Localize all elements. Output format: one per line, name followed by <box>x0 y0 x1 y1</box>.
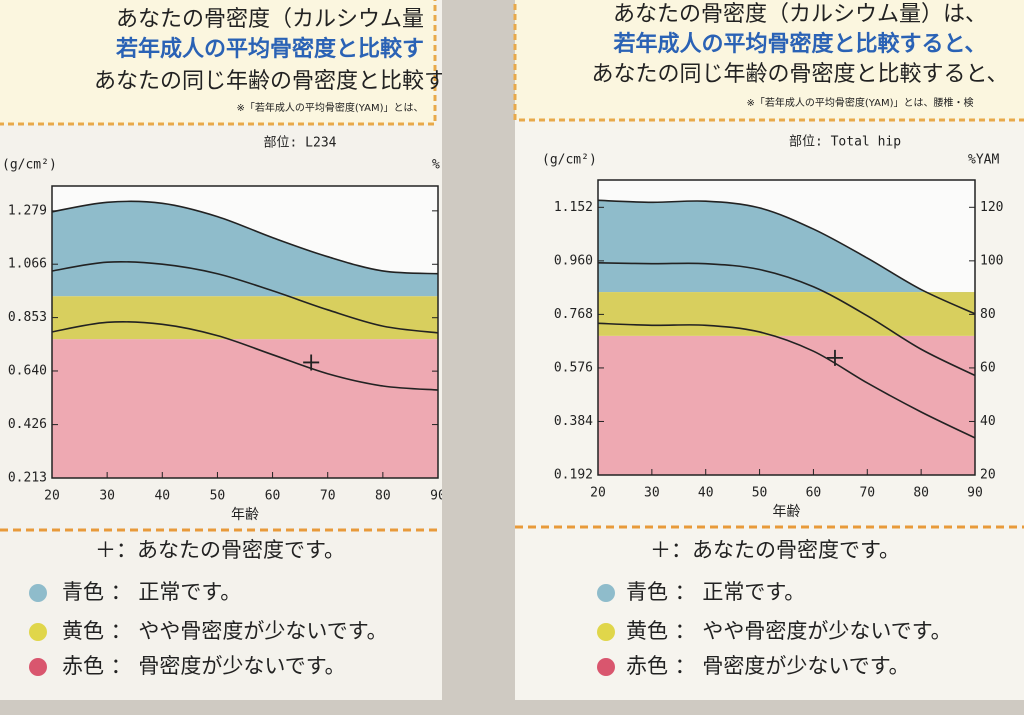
y2-axis-label: %YAM <box>968 153 999 168</box>
curve <box>51 321 439 391</box>
header-line: あなたの骨密度（カルシウム量）は、 <box>613 2 987 27</box>
curve <box>51 200 439 275</box>
curve <box>51 260 439 334</box>
x-tick-label: 40 <box>154 489 170 504</box>
y-tick-label: 0.384 <box>554 414 593 429</box>
report-right: あなたの骨密度（カルシウム量）は、若年成人の平均骨密度と比較すると、あなたの同じ… <box>542 2 1009 678</box>
x-tick-label: 30 <box>644 486 660 501</box>
x-tick-label: 70 <box>859 486 875 501</box>
site-label: 部位: L234 <box>264 136 337 151</box>
y2-tick-label: 20 <box>443 471 459 486</box>
patient-marker <box>826 349 843 366</box>
legend-label: 赤色 ： 骨密度が少ないです。 <box>626 654 910 678</box>
y-tick-label: 0.640 <box>8 363 47 378</box>
y2-tick-label: 60 <box>443 364 459 379</box>
legend-marker: ＋：あなたの骨密度です。 <box>95 538 345 562</box>
header-note: ※「若年成人の平均骨密度(YAM)」とは、 <box>237 101 424 114</box>
y-tick-label: 1.066 <box>8 257 47 272</box>
legend-label: 黄色 ： やや骨密度が少ないです。 <box>626 619 952 643</box>
band <box>598 335 975 475</box>
x-tick-label: 40 <box>698 486 714 501</box>
header-line: あなたの骨密度（カルシウム量 <box>116 7 424 32</box>
header-line: 若年成人の平均骨密度と比較す <box>116 36 424 62</box>
header-line: 若年成人の平均骨密度と比較すると、 <box>613 31 986 57</box>
x-tick-label: 70 <box>320 489 336 504</box>
x-tick-label: 30 <box>99 489 115 504</box>
band <box>52 339 438 478</box>
band <box>52 296 438 340</box>
x-axis-label: 年齢 <box>231 507 259 523</box>
y2-tick-label: 40 <box>443 417 459 432</box>
x-tick-label: 60 <box>265 489 281 504</box>
header-box <box>513 0 1024 122</box>
x-axis-label: 年齢 <box>773 504 801 520</box>
y-tick-label: 0.576 <box>554 360 593 375</box>
x-tick-label: 20 <box>44 489 60 504</box>
y-tick-label: 0.213 <box>8 471 47 486</box>
plot-frame <box>597 179 976 476</box>
legend-dot <box>29 658 47 676</box>
y2-tick-label: 80 <box>443 310 459 325</box>
patient-marker <box>303 354 320 371</box>
legend-marker: ＋：あなたの骨密度です。 <box>650 538 900 562</box>
curve <box>597 322 976 439</box>
x-tick-label: 80 <box>913 486 929 501</box>
report-left: あなたの骨密度（カルシウム量若年成人の平均骨密度と比較すあなたの同じ年齢の骨密度… <box>2 7 466 678</box>
y2-tick-label: 20 <box>980 468 996 483</box>
band <box>598 292 975 336</box>
y-tick-label: 0.853 <box>8 310 47 325</box>
legend-dot <box>29 623 47 641</box>
x-tick-label: 20 <box>590 486 606 501</box>
legend-dot <box>597 623 615 641</box>
y2-tick-label: 80 <box>980 307 996 322</box>
y2-tick-label: 100 <box>980 253 1003 268</box>
y2-tick-label: 60 <box>980 360 996 375</box>
x-tick-label: 90 <box>430 489 446 504</box>
y2-tick-label: 120 <box>443 203 466 218</box>
y-axis-label: (g/cm²) <box>542 153 597 168</box>
legend-label: 青色 ： 正常です。 <box>62 580 241 604</box>
y2-tick-label: 40 <box>980 414 996 429</box>
curve <box>597 199 976 315</box>
y-tick-label: 0.426 <box>8 417 47 432</box>
y2-axis-label: % <box>432 158 440 173</box>
x-tick-label: 90 <box>967 486 983 501</box>
legend-label: 青色 ： 正常です。 <box>626 580 805 604</box>
y2-tick-label: 120 <box>980 200 1003 215</box>
y-tick-label: 0.768 <box>554 307 593 322</box>
x-tick-label: 60 <box>806 486 822 501</box>
legend-label: 赤色 ： 骨密度が少ないです。 <box>62 654 346 678</box>
y-tick-label: 0.192 <box>554 468 593 483</box>
header-line: あなたの同じ年齢の骨密度と比較すると、 <box>591 62 1008 87</box>
x-tick-label: 50 <box>210 489 226 504</box>
y-tick-label: 0.960 <box>554 253 593 268</box>
header-box <box>0 0 437 126</box>
plot-frame <box>51 185 439 479</box>
y-axis-label: (g/cm²) <box>2 158 57 173</box>
normal-area <box>52 201 438 297</box>
curve <box>597 262 976 377</box>
header-line: あなたの同じ年齢の骨密度と比較す <box>94 69 446 94</box>
site-label: 部位: Total hip <box>789 135 901 150</box>
legend-dot <box>597 584 615 602</box>
x-tick-label: 80 <box>375 489 391 504</box>
x-tick-label: 50 <box>752 486 768 501</box>
legend-label: 黄色 ： やや骨密度が少ないです。 <box>62 619 388 643</box>
normal-area <box>598 200 975 314</box>
legend-dot <box>29 584 47 602</box>
y-tick-label: 1.152 <box>554 200 593 215</box>
y2-tick-label: 100 <box>443 257 466 272</box>
legend-dot <box>597 658 615 676</box>
header-note: ※「若年成人の平均骨密度(YAM)」とは、腰椎・検 <box>747 96 974 109</box>
y-tick-label: 1.279 <box>8 203 47 218</box>
